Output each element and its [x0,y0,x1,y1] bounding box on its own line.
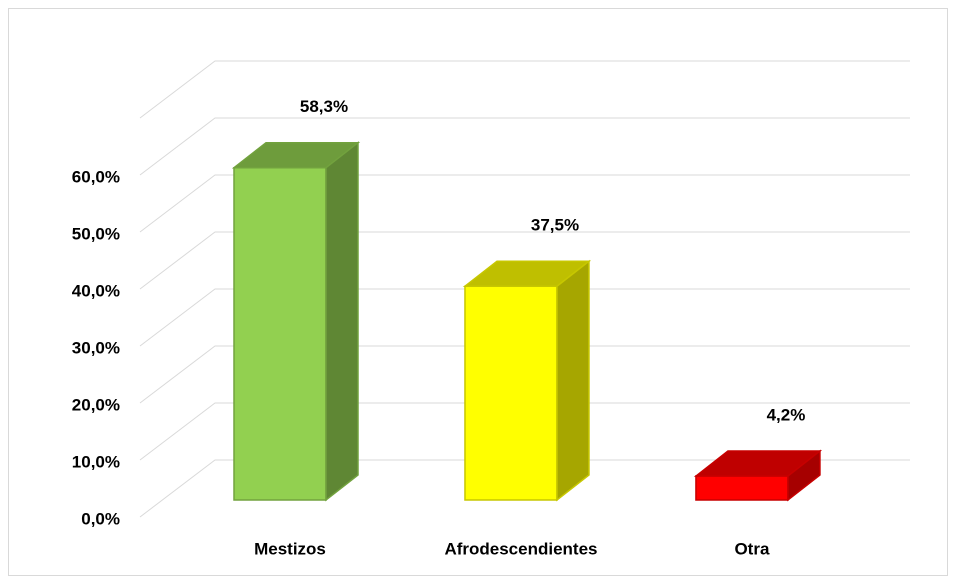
grid-line [139,60,910,119]
y-tick-label: 0,0% [81,509,120,528]
y-tick-label: 40,0% [72,281,120,300]
grid-line [139,345,910,404]
y-tick-label: 60,0% [72,167,120,186]
bar [231,141,361,502]
grid-line [139,231,910,290]
grid-line [139,117,910,176]
bar-side [325,141,359,502]
value-label: 37,5% [531,216,579,235]
y-tick-label: 50,0% [72,224,120,243]
bar-front [695,475,789,501]
bar [693,449,823,502]
y-tick-label: 20,0% [72,395,120,414]
x-tick-label: Mestizos [254,539,326,558]
x-tick-label: Afrodescendientes [444,539,597,558]
bar-front [233,166,327,501]
value-label: 4,2% [767,406,806,425]
bar [462,259,592,502]
grid-line [139,288,910,347]
grid-line [139,402,910,461]
y-tick-label: 30,0% [72,338,120,357]
bar-side [556,259,590,502]
grid-line [139,459,910,518]
grid-line [139,174,910,233]
y-tick-label: 10,0% [72,452,120,471]
bar-front [464,285,558,501]
bar-side [787,449,821,502]
x-tick-label: Otra [734,539,770,558]
value-label: 58,3% [300,97,348,116]
